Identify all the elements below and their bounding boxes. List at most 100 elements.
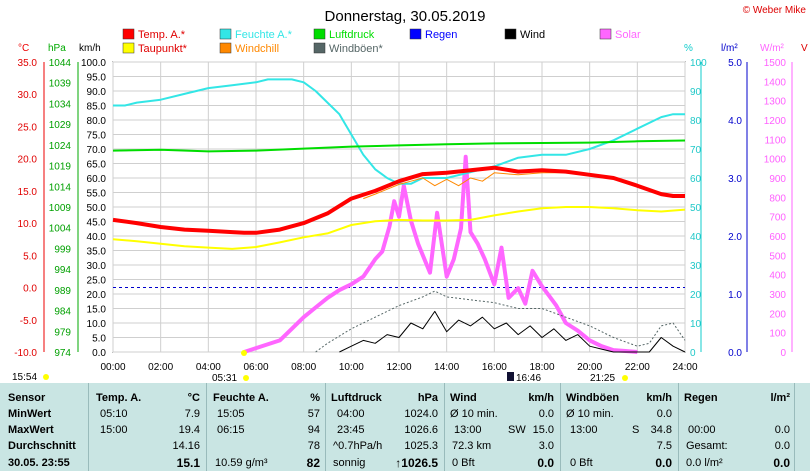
press-tick-label: 1014 — [49, 182, 72, 193]
x-tick-label: 24:00 — [672, 362, 697, 373]
x-tick-label: 08:00 — [291, 362, 316, 373]
legend-label: Windchill — [235, 43, 279, 55]
press-tick-label: 1044 — [49, 58, 72, 69]
max-press-value: 1026.6 — [404, 424, 438, 436]
min-temp-time: 05:10 — [100, 408, 128, 420]
brand-label: © Weber Mike — [743, 5, 807, 16]
series-line — [112, 165, 685, 235]
min-hum-time: 15:05 — [217, 408, 245, 420]
press-tick-label: 1009 — [49, 203, 72, 214]
unit-press: hPa — [48, 43, 66, 54]
sunrise-label: 05:31 — [212, 373, 237, 383]
min-press-time: 04:00 — [337, 408, 365, 420]
press-tick-label: 1019 — [49, 162, 72, 173]
wind-tick-label: 25.0 — [87, 276, 107, 287]
hum-tick-label: 20 — [690, 290, 702, 301]
hum-tick-label: 0 — [690, 348, 696, 359]
solar-tick-label: 1300 — [764, 97, 787, 108]
avg-temp-value: 14.16 — [172, 440, 200, 452]
temp-tick-label: 30.0 — [18, 90, 38, 101]
avg-wind-value: 3.0 — [538, 440, 554, 452]
moon-icon — [507, 372, 514, 381]
solar-tick-label: 1400 — [764, 77, 787, 88]
x-tick-label: 10:00 — [339, 362, 364, 373]
hum-tick-label: 10 — [690, 319, 702, 330]
solar-tick-label: 1100 — [764, 135, 786, 146]
moonrise-dot — [42, 374, 49, 381]
solar-tick-label: 300 — [769, 290, 786, 301]
solar-tick-label: 800 — [769, 193, 786, 204]
row-now-label: 30.05. 23:55 — [8, 457, 70, 469]
legend-label: Windböen* — [329, 43, 384, 55]
hdr-wind-unit: km/h — [528, 392, 554, 404]
sunset-dot — [622, 375, 628, 381]
legend-label: Temp. A.* — [138, 29, 186, 41]
legend-swatch — [599, 28, 612, 40]
sunset-label: 21:25 — [590, 373, 615, 383]
wind-tick-label: 60.0 — [87, 174, 107, 185]
hdr-press-unit: hPa — [417, 392, 438, 404]
rain-tick-label: 0.0 — [728, 348, 742, 359]
legend-label: Solar — [615, 29, 641, 41]
x-tick-label: 14:00 — [434, 362, 459, 373]
hum-tick-label: 80 — [690, 116, 702, 127]
solar-tick-label: 1200 — [764, 116, 787, 127]
hum-tick-label: 90 — [690, 87, 702, 98]
temp-tick-label: 10.0 — [18, 219, 38, 230]
col-sep — [444, 383, 445, 471]
plot-area — [112, 78, 686, 354]
hdr-temp: Temp. A. — [96, 392, 142, 404]
unit-hum: % — [684, 43, 693, 54]
col-sep — [560, 383, 561, 471]
press-tick-label: 1039 — [49, 79, 72, 90]
unit-solar: W/m² — [760, 43, 785, 54]
solar-tick-label: 1500 — [764, 58, 787, 69]
chart-title: Donnerstag, 30.05.2019 — [325, 8, 486, 25]
max-gust-time: 13:00 — [570, 424, 598, 436]
series-line — [315, 290, 686, 353]
max-rain-value: 0.0 — [774, 424, 790, 436]
sunrise-dot-low — [243, 375, 249, 381]
hdr-press: Luftdruck — [331, 392, 382, 404]
hum-tick-label: 30 — [690, 261, 702, 272]
series-line — [112, 139, 686, 153]
wind-tick-label: 20.0 — [87, 290, 107, 301]
series-line — [363, 172, 566, 200]
col-sep — [88, 383, 89, 471]
series-line — [112, 206, 686, 250]
wind-tick-label: 10.0 — [87, 319, 107, 330]
solar-tick-label: 400 — [769, 271, 786, 282]
legend-swatch — [122, 28, 135, 40]
solar-tick-label: 0 — [780, 348, 786, 359]
solar-tick-label: 900 — [769, 174, 786, 185]
legend-label: Feuchte A.* — [235, 29, 293, 41]
temp-tick-label: 15.0 — [18, 187, 38, 198]
max-wind-value: 15.0 — [532, 424, 554, 436]
col-sep — [325, 383, 326, 471]
wind-tick-label: 65.0 — [87, 160, 107, 171]
now-temp-value: 15.1 — [176, 456, 200, 470]
now-gust-bft: 0 Bft — [570, 457, 593, 469]
press-tick-label: 979 — [54, 327, 71, 338]
x-tick-label: 04:00 — [196, 362, 221, 373]
press-tick-label: 974 — [54, 348, 71, 359]
legend-swatch — [219, 28, 232, 40]
x-tick-label: 12:00 — [386, 362, 411, 373]
legend-label: Regen — [425, 29, 457, 41]
press-tick-label: 1004 — [49, 224, 72, 235]
rain-tick-label: 3.0 — [728, 174, 742, 185]
time-markers: 05:31 21:25 16:46 — [212, 350, 628, 383]
x-tick-label: 20:00 — [577, 362, 602, 373]
press-tick-label: 1024 — [49, 141, 72, 152]
hdr-temp-unit: °C — [187, 392, 200, 404]
temp-tick-label: 0.0 — [23, 284, 37, 295]
unit-temp: °C — [18, 43, 29, 54]
hum-tick-label: 60 — [690, 174, 702, 185]
max-wind-time: 13:00 — [454, 424, 482, 436]
weather-chart: Donnerstag, 30.05.2019 © Weber Mike Temp… — [14, 5, 808, 383]
wind-tick-label: 0.0 — [92, 348, 106, 359]
rain-tick-label: 2.0 — [728, 232, 742, 243]
hdr-rain-unit: l/m² — [770, 392, 790, 404]
x-axis-labels: 00:00 02:00 04:00 06:00 08:00 10:00 12:00 14:00… — [100, 362, 697, 373]
wind-tick-label: 45.0 — [87, 218, 107, 229]
